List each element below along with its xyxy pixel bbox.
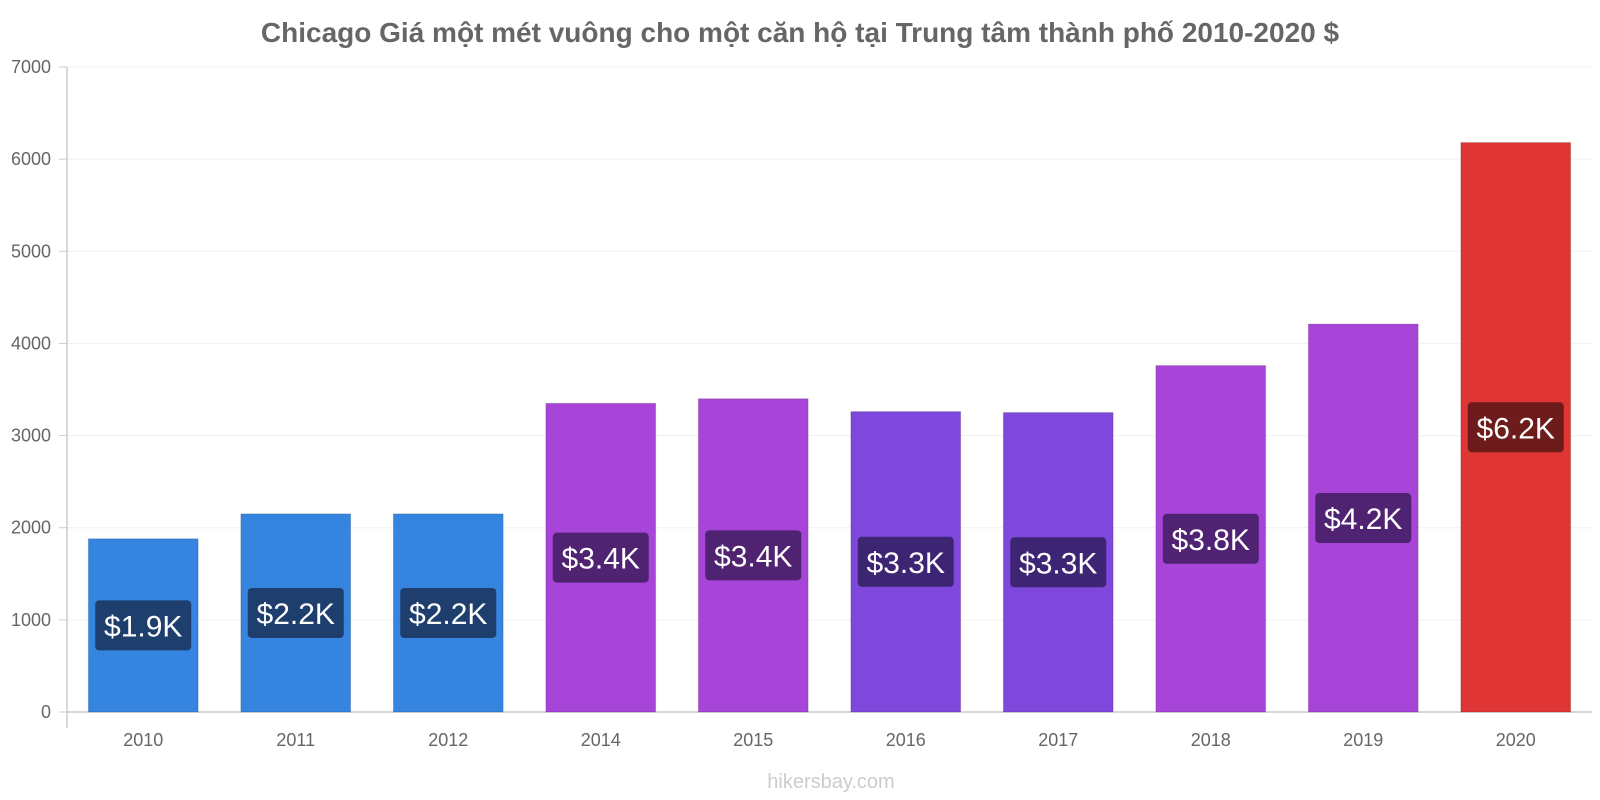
- data-labels: $1.9K $2.2K $2.2K $3.4K $3.4K $3.3K $3.3K $3.8K…: [95, 402, 1564, 651]
- data-label-bg: [705, 530, 802, 581]
- x-tick-label: 2019: [1343, 730, 1383, 750]
- data-label: $6.2K: [1477, 412, 1555, 445]
- y-tick-label: 3000: [11, 426, 51, 446]
- tick-labels: 0 1000 2000 3000 4000 5000 6000 7000 2010 2011 201…: [11, 57, 1536, 750]
- y-tick-label: 4000: [11, 333, 51, 353]
- x-tick-label: 2018: [1191, 730, 1231, 750]
- data-label: $2.2K: [257, 598, 335, 631]
- data-label-bg: [1162, 513, 1259, 564]
- data-label-bg: [400, 587, 497, 638]
- data-label-bg: [1010, 537, 1107, 588]
- data-label: $3.8K: [1172, 524, 1250, 557]
- data-label: $3.3K: [1019, 547, 1097, 580]
- x-tick-label: 2016: [886, 730, 926, 750]
- y-tick-label: 6000: [11, 149, 51, 169]
- x-tick-label: 2017: [1038, 730, 1078, 750]
- data-label-bg: [1467, 402, 1564, 453]
- data-label-bg: [95, 600, 192, 651]
- data-label-bg: [1315, 493, 1412, 544]
- y-tick-label: 2000: [11, 518, 51, 538]
- data-label: $3.3K: [867, 547, 945, 580]
- data-label-bg: [857, 536, 954, 587]
- x-tick-label: 2015: [733, 730, 773, 750]
- y-tick-label: 7000: [11, 57, 51, 77]
- data-label-bg: [247, 587, 344, 638]
- y-tick-label: 1000: [11, 610, 51, 630]
- x-tick-label: 2020: [1496, 730, 1536, 750]
- x-tick-label: 2010: [123, 730, 163, 750]
- data-label: $1.9K: [104, 610, 182, 643]
- x-tick-label: 2012: [428, 730, 468, 750]
- x-tick-label: 2011: [276, 730, 315, 750]
- watermark: hikersbay.com: [767, 771, 894, 793]
- data-label: $4.2K: [1324, 503, 1402, 536]
- data-label: $2.2K: [409, 598, 487, 631]
- data-label: $3.4K: [562, 543, 640, 576]
- y-tick-label: 0: [41, 702, 51, 722]
- y-tick-label: 5000: [11, 241, 51, 261]
- data-label-bg: [552, 532, 649, 583]
- chart-title: Chicago Giá một mét vuông cho một căn hộ…: [261, 17, 1340, 48]
- data-label: $3.4K: [714, 540, 792, 573]
- x-tick-label: 2014: [581, 730, 621, 750]
